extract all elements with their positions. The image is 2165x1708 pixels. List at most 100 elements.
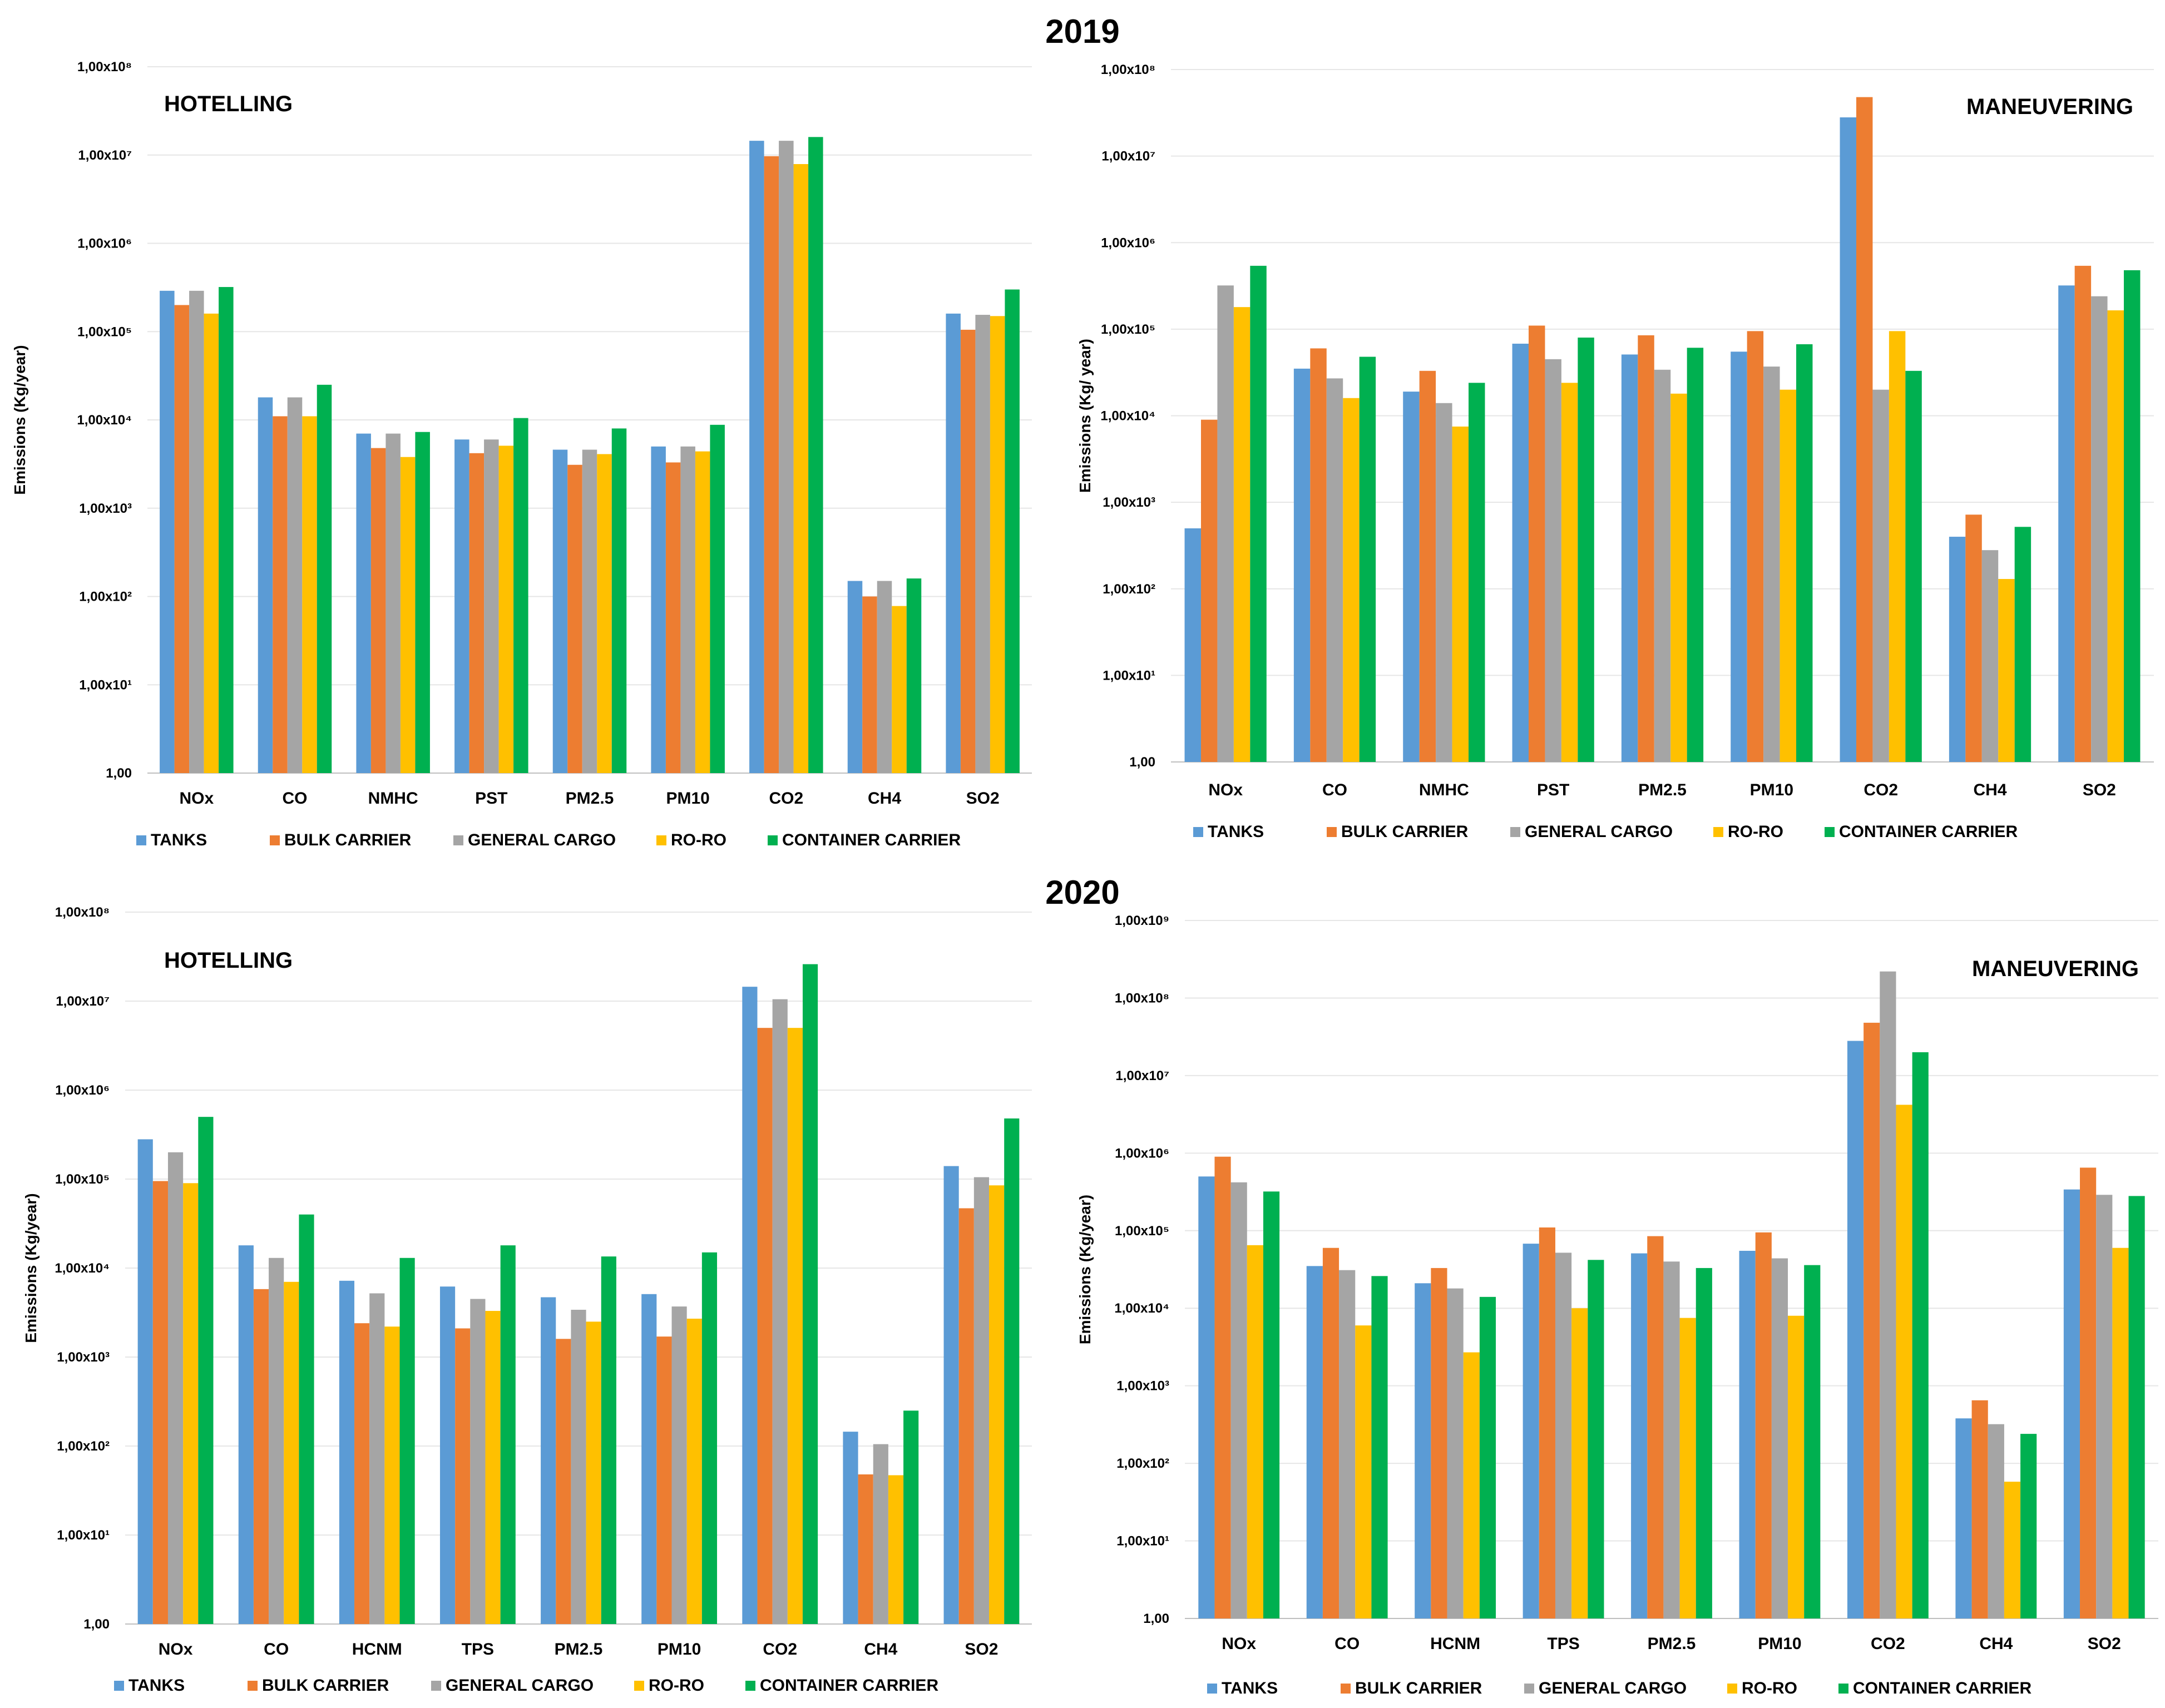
y-axis-label: Emissions (Kg/year) bbox=[11, 345, 28, 494]
bar-nox-bulk-carrier bbox=[174, 305, 190, 773]
x-tick-label: PM2.5 bbox=[566, 789, 614, 808]
y-tick-label: 1,00x10⁹ bbox=[1115, 913, 1169, 928]
bar-pm10-ro-ro bbox=[686, 1318, 702, 1624]
bar-co-general-cargo bbox=[1339, 1270, 1356, 1618]
legend-label: GENERAL CARGO bbox=[1525, 823, 1673, 841]
bar-co-bulk-carrier bbox=[1322, 1247, 1339, 1618]
legend-label: GENERAL CARGO bbox=[1539, 1679, 1687, 1697]
x-tick-label: SO2 bbox=[2083, 781, 2116, 799]
x-tick-label: CO2 bbox=[1871, 1635, 1905, 1653]
bar-so2-ro-ro bbox=[989, 1185, 1005, 1624]
bar-nox-tanks bbox=[160, 290, 175, 773]
year-title-2019: 2019 bbox=[1045, 13, 1120, 50]
y-tick-label: 1,00x10⁴ bbox=[55, 1261, 110, 1276]
bar-pst-ro-ro bbox=[498, 445, 514, 773]
bar-hcnm-container-carrier bbox=[399, 1258, 415, 1624]
legend-label: RO-RO bbox=[1728, 823, 1783, 841]
legend-swatch bbox=[136, 835, 146, 845]
x-tick-label: PM2.5 bbox=[1648, 1635, 1696, 1653]
x-tick-label: PST bbox=[475, 789, 507, 808]
bar-hcnm-bulk-carrier bbox=[1431, 1268, 1447, 1618]
bar-pm25-ro-ro bbox=[1679, 1318, 1696, 1618]
y-tick-label: 1,00x10¹ bbox=[1103, 668, 1155, 683]
legend-swatch bbox=[1713, 827, 1723, 837]
bar-pm10-general-cargo bbox=[671, 1306, 687, 1624]
bar-pm10-ro-ro bbox=[1780, 389, 1797, 762]
bar-co-ro-ro bbox=[284, 1281, 299, 1624]
bar-pm10-bulk-carrier bbox=[1755, 1232, 1772, 1618]
x-tick-label: NMHC bbox=[368, 789, 418, 808]
bar-pst-tanks bbox=[454, 439, 469, 773]
bar-co2-bulk-carrier bbox=[757, 1028, 773, 1624]
y-tick-label: 1,00 bbox=[106, 766, 132, 781]
bar-ch4-tanks bbox=[1955, 1418, 1972, 1618]
legend-label: RO-RO bbox=[1742, 1679, 1797, 1697]
x-tick-label: NOx bbox=[179, 789, 214, 808]
bar-pm25-container-carrier bbox=[1687, 348, 1704, 762]
bar-nox-ro-ro bbox=[1247, 1245, 1263, 1618]
bar-so2-general-cargo bbox=[975, 315, 990, 773]
panel-title: HOTELLING bbox=[164, 92, 293, 116]
legend-swatch bbox=[745, 1681, 755, 1691]
bar-so2-ro-ro bbox=[990, 316, 1005, 773]
y-tick-label: 1,00x10¹ bbox=[79, 677, 132, 692]
y-tick-label: 1,00x10² bbox=[1116, 1456, 1169, 1471]
bar-ch4-bulk-carrier bbox=[1971, 1400, 1988, 1618]
bar-pm10-container-carrier bbox=[710, 424, 725, 773]
legend-label: TANKS bbox=[1208, 823, 1264, 841]
legend-swatch bbox=[1838, 1684, 1848, 1694]
year-title-2020: 2020 bbox=[1045, 874, 1120, 911]
y-axis-label: Emissions (Kg/year) bbox=[22, 1193, 39, 1343]
y-tick-label: 1,00x10⁸ bbox=[1101, 62, 1155, 77]
legend-label: BULK CARRIER bbox=[284, 831, 412, 849]
legend-swatch bbox=[768, 835, 778, 845]
legend-swatch bbox=[431, 1681, 441, 1691]
x-tick-label: CO bbox=[283, 789, 308, 808]
chart-svg-hotelling-2019: 1,00 1,00x10¹ 1,00x10² 1,00x10³ 1,00x10⁴ 1,00… bbox=[11, 60, 1032, 849]
bar-nmhc-container-carrier bbox=[1469, 383, 1485, 762]
y-tick-label: 1,00x10³ bbox=[1103, 495, 1155, 510]
bar-pm25-general-cargo bbox=[1663, 1261, 1680, 1618]
bar-hcnm-ro-ro bbox=[384, 1326, 400, 1624]
bar-so2-bulk-carrier bbox=[2074, 265, 2092, 762]
bar-pm25-general-cargo bbox=[571, 1309, 586, 1624]
bar-ch4-container-carrier bbox=[903, 1410, 919, 1624]
chart-svg-hotelling-2020: 1,00 1,00x10¹ 1,00x10² 1,00x10³ 1,00x10⁴ 1,00… bbox=[22, 905, 1032, 1695]
bar-co-ro-ro bbox=[302, 416, 317, 773]
bar-so2-bulk-carrier bbox=[958, 1208, 974, 1624]
bar-nmhc-ro-ro bbox=[1452, 426, 1469, 762]
bar-so2-tanks bbox=[2058, 285, 2075, 762]
bar-pm10-container-carrier bbox=[1796, 344, 1813, 762]
y-tick-label: 1,00 bbox=[1129, 755, 1155, 770]
legend-swatch bbox=[1207, 1684, 1217, 1694]
panel-title: MANEUVERING bbox=[1966, 95, 2133, 119]
legend-swatch bbox=[270, 835, 280, 845]
bar-nox-container-carrier bbox=[198, 1117, 214, 1624]
y-tick-label: 1,00x10² bbox=[79, 590, 132, 605]
legend-label: GENERAL CARGO bbox=[468, 831, 616, 849]
x-tick-label: PST bbox=[1537, 781, 1569, 799]
bar-ch4-general-cargo bbox=[877, 581, 892, 773]
bar-hcnm-tanks bbox=[1415, 1283, 1431, 1618]
bar-nox-ro-ro bbox=[183, 1183, 199, 1624]
bar-co-ro-ro bbox=[1355, 1325, 1372, 1618]
bar-ch4-ro-ro bbox=[892, 606, 907, 773]
bar-co2-tanks bbox=[1847, 1041, 1864, 1618]
bar-co2-tanks bbox=[742, 987, 758, 1624]
panel-title: MANEUVERING bbox=[1972, 957, 2139, 981]
y-tick-label: 1,00x10⁶ bbox=[55, 1083, 110, 1098]
y-tick-label: 1,00x10⁵ bbox=[55, 1172, 110, 1187]
bar-pm10-tanks bbox=[1731, 351, 1747, 762]
bar-co2-container-carrier bbox=[802, 964, 818, 1624]
y-axis-label: Emissions (Kg/year) bbox=[1076, 1195, 1094, 1344]
x-tick-label: TPS bbox=[1547, 1635, 1579, 1653]
y-tick-label: 1,00x10⁵ bbox=[77, 324, 132, 339]
bar-nmhc-tanks bbox=[356, 433, 371, 773]
bar-co2-general-cargo bbox=[772, 999, 788, 1624]
bar-tps-container-carrier bbox=[1588, 1260, 1604, 1618]
legend-label: BULK CARRIER bbox=[262, 1676, 389, 1695]
bar-ch4-container-carrier bbox=[906, 578, 922, 773]
y-tick-label: 1,00x10³ bbox=[1116, 1379, 1169, 1394]
legend-swatch bbox=[1510, 827, 1520, 837]
bar-tps-tanks bbox=[1523, 1244, 1539, 1618]
